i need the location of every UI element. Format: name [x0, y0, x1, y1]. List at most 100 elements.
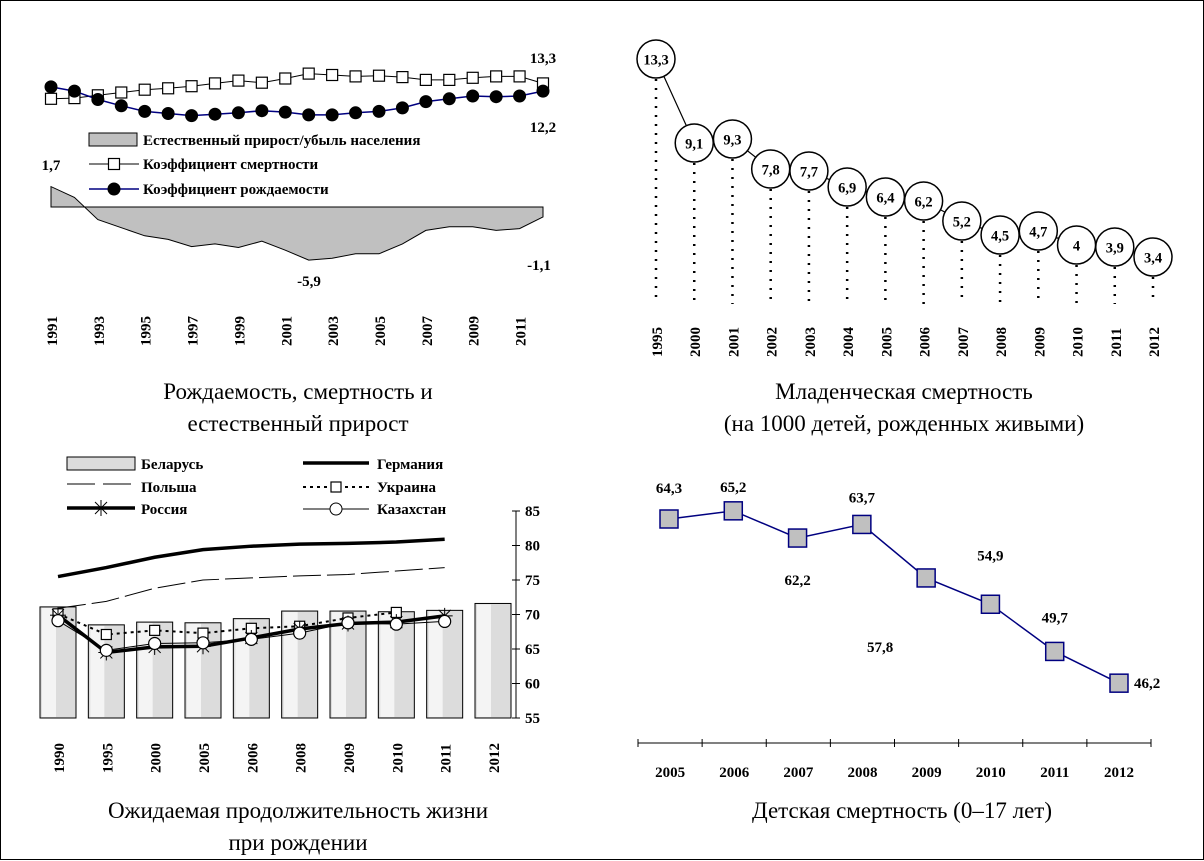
growth-min-label: -5,9	[297, 274, 321, 290]
death-rate-point	[44, 92, 58, 105]
chart3-x-tick-label: 2000	[149, 743, 165, 773]
death-rate-point	[302, 67, 315, 80]
death-rate-point	[232, 74, 245, 87]
chart3-y-tick-label: 65	[525, 642, 540, 658]
infant-mortality-point	[827, 167, 867, 207]
infant-mortality-point	[942, 201, 982, 241]
birth-rate-point	[325, 108, 339, 122]
kazakhstan-point	[341, 616, 355, 630]
birth-rate-point	[349, 106, 363, 120]
chart3-x-tick-label: 2010	[390, 743, 406, 773]
chart4-x-tick-label: 2009	[912, 765, 942, 781]
chart2-x-tick-label: 2005	[879, 327, 895, 357]
chart3-y-tick-label: 80	[525, 539, 540, 555]
chart1-x-tick-label: 1991	[45, 316, 61, 346]
infant-mortality-data-label: 4,7	[1029, 225, 1047, 241]
germany-line	[57, 537, 445, 579]
poland-line	[57, 567, 445, 609]
chart1-x-tick-label: 2007	[420, 316, 436, 347]
infant-mortality-point	[1133, 237, 1173, 277]
chart4-x-tick-label: 2006	[719, 765, 750, 781]
chart4-x-tick-label: 2012	[1104, 765, 1134, 781]
death-rate-point	[396, 70, 409, 84]
child-mortality-point	[723, 501, 744, 521]
birth-rate-point	[67, 84, 81, 98]
birth-rate-line	[50, 86, 544, 117]
death-rate-point	[115, 86, 128, 99]
death-rate-point	[513, 70, 526, 83]
chart3-x-tick-label: 2005	[197, 743, 213, 773]
legend-growth-swatch	[88, 132, 138, 147]
legend-kazakhstan-label: Казахстан	[377, 502, 446, 518]
chart1-title-line2: естественный прирост	[187, 411, 408, 436]
death-rate-point	[466, 71, 479, 84]
infant-mortality-point	[636, 39, 676, 79]
legend-ukraine-label: Украина	[377, 480, 437, 496]
legend-kazakhstan-marker	[329, 502, 343, 516]
chart3-x-tick-label: 2008	[294, 743, 310, 773]
belarus-bar-highlight	[380, 612, 395, 717]
chart1-x-tick-label: 1995	[139, 316, 155, 346]
chart3-y-tick-label: 55	[525, 711, 540, 727]
infant-mortality-data-label: 7,8	[762, 163, 780, 179]
chart3-title-line1: Ожидаемая продолжительность жизни	[108, 798, 488, 823]
chart2-x-tick-label: 2003	[803, 327, 819, 357]
child-mortality-data-label: 49,7	[1042, 610, 1069, 626]
birth-rate-point	[466, 89, 480, 103]
birth-rate-point	[395, 101, 409, 115]
infant-mortality-data-label: 4	[1073, 239, 1080, 255]
death-rate-point	[490, 70, 503, 83]
birth-rate-point	[161, 107, 175, 120]
infant-mortality-data-label: 13,3	[643, 53, 668, 69]
death-rate-point	[372, 69, 386, 82]
death-rate-line	[50, 73, 544, 100]
child-mortality-point	[787, 528, 808, 548]
chart4-x-tick-label: 2011	[1040, 765, 1069, 781]
belarus-bar-highlight	[428, 611, 443, 717]
death-rate-point	[349, 70, 362, 83]
chart2-x-tick-label: 2011	[1109, 328, 1125, 357]
chart4-title: Детская смертность (0–17 лет)	[752, 798, 1052, 823]
chart3-x-tick-label: 1995	[100, 743, 116, 773]
child-mortality-data-label: 65,2	[720, 480, 746, 496]
death-rate-point	[185, 80, 198, 93]
infant-mortality-data-label: 9,3	[723, 133, 741, 149]
child-mortality-point	[980, 594, 1001, 615]
child-mortality-data-label: 54,9	[977, 548, 1003, 564]
birth-rate-point	[255, 104, 269, 118]
chart3-y-tick-label: 75	[525, 573, 540, 589]
birth-rate-point	[185, 109, 199, 123]
birth-rate-point	[489, 90, 503, 104]
child-mortality-point	[659, 509, 679, 529]
birth-rate-point	[208, 107, 222, 121]
death-rate-point	[443, 73, 456, 87]
chart4-x-tick-label: 2008	[847, 765, 877, 781]
chart1-x-tick-label: 1997	[186, 316, 202, 347]
belarus-bar-highlight	[42, 607, 56, 717]
death-rate-point	[208, 77, 222, 90]
birth-rate-point	[419, 95, 433, 109]
ukraine-point	[100, 628, 112, 641]
birth-rate-last-label: 12,2	[530, 120, 556, 136]
child-mortality-point	[1109, 673, 1129, 693]
chart2-title: Младенческая смертность	[775, 379, 1033, 404]
infant-mortality-point	[712, 119, 753, 159]
birth-rate-point	[91, 93, 105, 106]
chart3-x-tick-label: 2006	[245, 743, 261, 774]
infant-mortality-data-label: 4,5	[991, 229, 1009, 245]
chart3-y-tick-label: 70	[525, 608, 540, 624]
chart1-title-line1: Рождаемость, смертность и	[163, 379, 432, 404]
kazakhstan-point	[51, 614, 65, 628]
child-mortality-data-label: 64,3	[656, 481, 682, 497]
belarus-bar-highlight	[283, 612, 298, 717]
growth-first-label: 1,7	[42, 158, 61, 174]
infant-mortality-data-label: 9,1	[685, 137, 703, 153]
death-rate-point	[419, 73, 432, 87]
death-rate-point	[255, 76, 268, 89]
birth-rate-point	[278, 105, 292, 119]
chart1-x-tick-label: 2005	[373, 316, 389, 346]
birth-rate-point	[114, 99, 128, 113]
birth-rate-point	[442, 92, 456, 106]
death-rate-point	[279, 72, 292, 85]
